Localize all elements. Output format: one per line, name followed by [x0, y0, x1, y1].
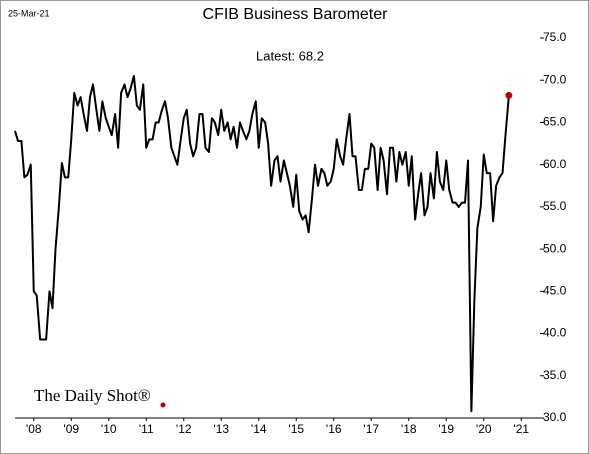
x-tick-label: '08 [26, 422, 42, 436]
x-tick-label: '13 [213, 422, 229, 436]
y-tick-label: 60.0 [543, 157, 567, 171]
logo-dot [160, 402, 166, 408]
y-tick-label: 40.0 [543, 326, 567, 340]
latest-point [505, 91, 513, 99]
y-tick-label: 70.0 [543, 72, 567, 86]
x-tick-label: '15 [288, 422, 304, 436]
x-tick-label: '14 [251, 422, 267, 436]
y-tick-label: 75.0 [543, 30, 567, 44]
x-tick-label: '20 [476, 422, 492, 436]
logo: The Daily Shot® [34, 386, 151, 405]
y-tick-label: 30.0 [543, 410, 567, 424]
x-tick-label: '21 [513, 422, 529, 436]
annotation: Latest: 68.2 [256, 48, 324, 63]
y-tick-label: 35.0 [543, 368, 567, 382]
y-tick-label: 50.0 [543, 241, 567, 255]
y-tick-label: 55.0 [543, 199, 567, 213]
x-tick-label: '19 [438, 422, 454, 436]
x-tick-label: '11 [139, 422, 154, 436]
x-tick-label: '17 [363, 422, 379, 436]
line-series [14, 75, 510, 413]
x-tick-label: '10 [101, 422, 117, 436]
x-tick-label: '09 [63, 422, 79, 436]
x-tick-label: '18 [401, 422, 417, 436]
y-tick-label: 45.0 [543, 284, 567, 298]
chart-title: CFIB Business Barometer [203, 6, 389, 23]
x-tick-label: '16 [326, 422, 342, 436]
x-tick-label: '12 [176, 422, 192, 436]
y-tick-label: 65.0 [543, 115, 567, 129]
date-label: 25-Mar-21 [8, 8, 50, 18]
